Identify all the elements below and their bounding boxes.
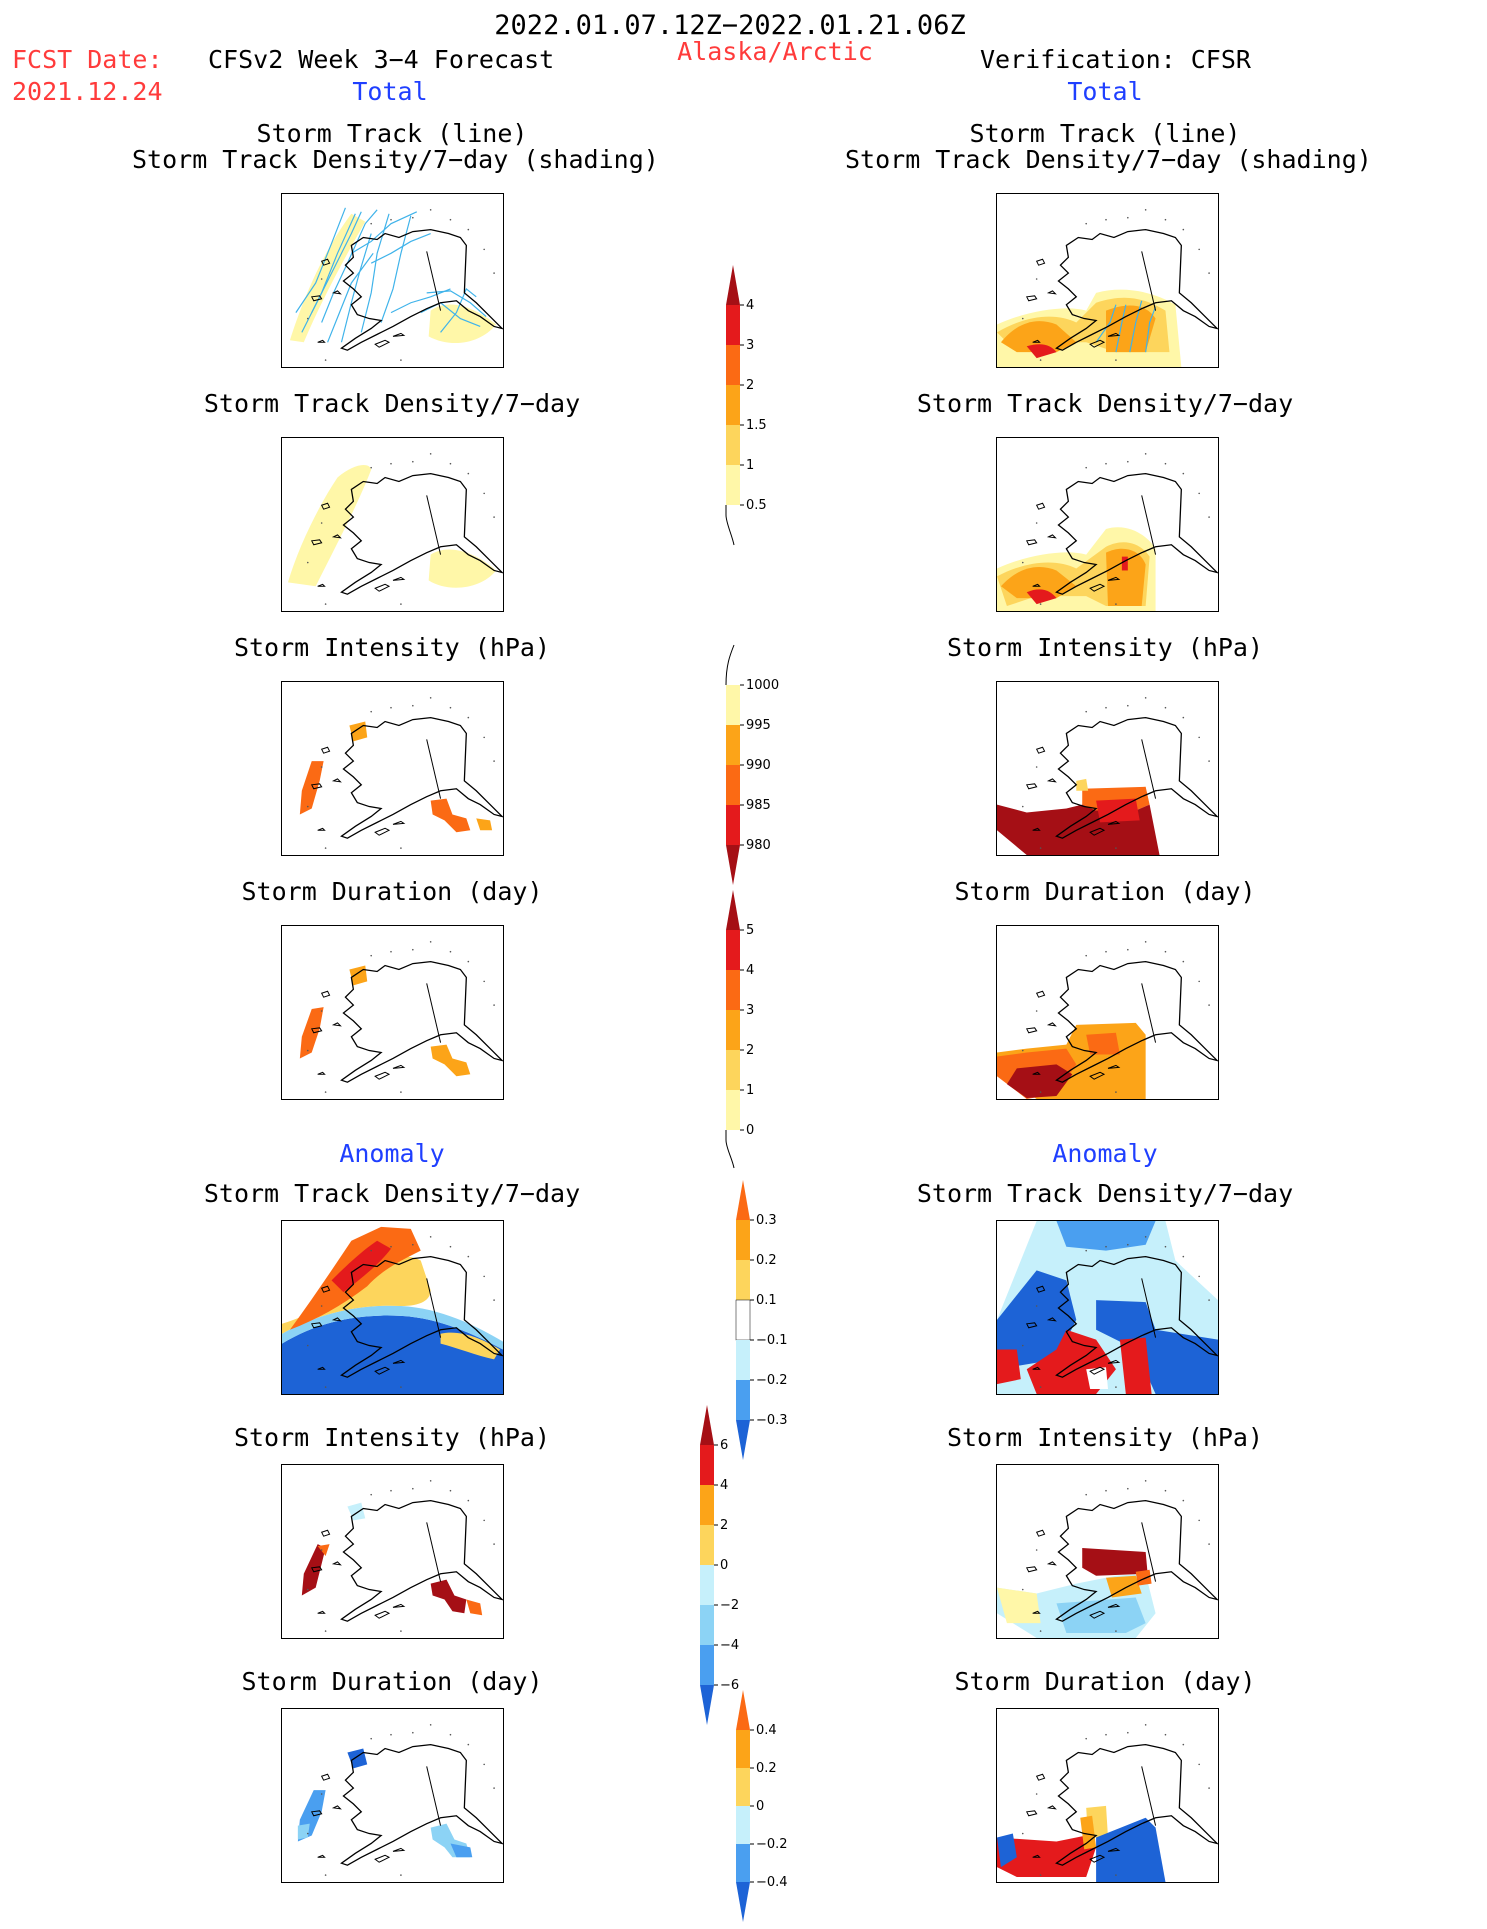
cb-density-total-tick: 0.5 [746,498,767,513]
right-track-title-1: Storm Track (line) [969,119,1241,148]
cb-intensity-total-tick: 980 [746,838,771,853]
right-storm-duration-map [996,925,1219,1100]
cb-density-anom-tick: 0.1 [756,1293,777,1308]
cb-density-anom-tick: −0.1 [756,1333,788,1348]
cb-density-total-tick: 3 [746,338,754,353]
right-storm-track-map [996,193,1219,368]
cb-intensity-anom-tick: 2 [720,1518,728,1533]
left-track-title-1: Storm Track (line) [256,119,528,148]
cb-intensity-anom-tick: 6 [720,1438,728,1453]
left-storm-duration-map [281,925,504,1100]
right-anom-intensity-title: Storm Intensity (hPa) [946,1423,1264,1452]
colorbar-intensity-anom: 6 4 2 0 −2 −4 −6 [700,1405,780,1729]
right-anom-density-title: Storm Track Density/7−day [916,1179,1294,1208]
left-anom-density-title: Storm Track Density/7−day [203,1179,581,1208]
cb-intensity-anom-tick: −4 [720,1638,739,1653]
left-anom-density-map [281,1220,504,1395]
cb-intensity-total-tick: 1000 [746,678,779,693]
right-anom-intensity-map [996,1464,1219,1639]
right-storm-intensity-map [996,681,1219,856]
cb-duration-anom-tick: 0 [756,1799,764,1814]
cb-intensity-anom-tick: 0 [720,1558,728,1573]
period-title: 2022.01.07.12Z−2022.01.21.06Z [494,10,966,41]
cb-intensity-anom-tick: −2 [720,1598,739,1613]
left-track-title-2: Storm Track Density/7−day (shading) [132,145,659,174]
colorbar-density-total: 0.5 1 1.5 2 3 4 [725,265,806,559]
cb-duration-total-tick: 3 [746,1003,754,1018]
colorbar-intensity-total: 1000 995 990 985 980 [725,644,806,889]
right-anomaly-label: Anomaly [1052,1139,1158,1168]
cb-density-anom-tick: −0.3 [756,1413,788,1428]
cb-density-anom-tick: 0.3 [756,1213,777,1228]
right-anom-density-map [996,1220,1219,1395]
cb-intensity-anom-tick: −6 [720,1678,739,1693]
cb-duration-anom-tick: 0.2 [756,1761,777,1776]
right-density-title: Storm Track Density/7−day [916,389,1294,418]
cb-duration-total-tick: 2 [746,1043,754,1058]
left-storm-track-map [281,193,504,368]
fcst-date: 2021.12.24 [12,77,163,106]
cb-density-anom-tick: 0.2 [756,1253,777,1268]
right-anom-duration-title: Storm Duration (day) [954,1667,1256,1696]
cb-density-total-tick: 2 [746,378,754,393]
cb-duration-total-tick: 1 [746,1083,754,1098]
colorbar-density-anom: 0.3 0.2 0.1 −0.1 −0.2 −0.3 [735,1180,816,1464]
left-total-label: Total [352,77,428,106]
left-intensity-title: Storm Intensity (hPa) [233,633,551,662]
colorbar-duration-anom: 0.4 0.2 0 −0.2 −0.4 [736,1690,816,1929]
left-anom-intensity-map [281,1464,504,1639]
cb-density-total-tick: 1.5 [746,418,767,433]
cb-duration-total-tick: 4 [746,963,754,978]
right-duration-title: Storm Duration (day) [954,877,1256,906]
colorbar-duration-total: 0 1 2 3 4 5 [725,890,806,1179]
right-total-label: Total [1067,77,1143,106]
fcst-label: FCST Date: [12,45,163,74]
right-column-title: Verification: CFSR [980,45,1251,74]
cb-intensity-anom-tick: 4 [720,1478,728,1493]
left-anom-duration-map [281,1708,504,1883]
cb-duration-anom-tick: −0.2 [756,1837,788,1852]
left-column-title: CFSv2 Week 3−4 Forecast [208,45,555,74]
cb-density-anom-tick: −0.2 [756,1373,788,1388]
left-duration-title: Storm Duration (day) [241,877,543,906]
left-density-title: Storm Track Density/7−day [203,389,581,418]
left-storm-intensity-map [281,681,504,856]
cb-density-total-tick: 4 [746,298,754,313]
left-anom-duration-title: Storm Duration (day) [241,1667,543,1696]
cb-duration-total-tick: 0 [746,1123,754,1138]
cb-intensity-total-tick: 985 [746,798,771,813]
left-storm-density-map [281,437,504,612]
cb-duration-anom-tick: −0.4 [756,1875,788,1890]
cb-intensity-total-tick: 990 [746,758,771,773]
cb-duration-anom-tick: 0.4 [756,1723,777,1738]
right-intensity-title: Storm Intensity (hPa) [946,633,1264,662]
right-anom-duration-map [996,1708,1219,1883]
left-anomaly-label: Anomaly [339,1139,445,1168]
left-anom-intensity-title: Storm Intensity (hPa) [233,1423,551,1452]
cb-intensity-total-tick: 995 [746,718,771,733]
cb-duration-total-tick: 5 [746,923,754,938]
region-label: Alaska/Arctic [677,37,873,66]
cb-density-total-tick: 1 [746,458,754,473]
right-track-title-2: Storm Track Density/7−day (shading) [845,145,1372,174]
right-storm-density-map [996,437,1219,612]
